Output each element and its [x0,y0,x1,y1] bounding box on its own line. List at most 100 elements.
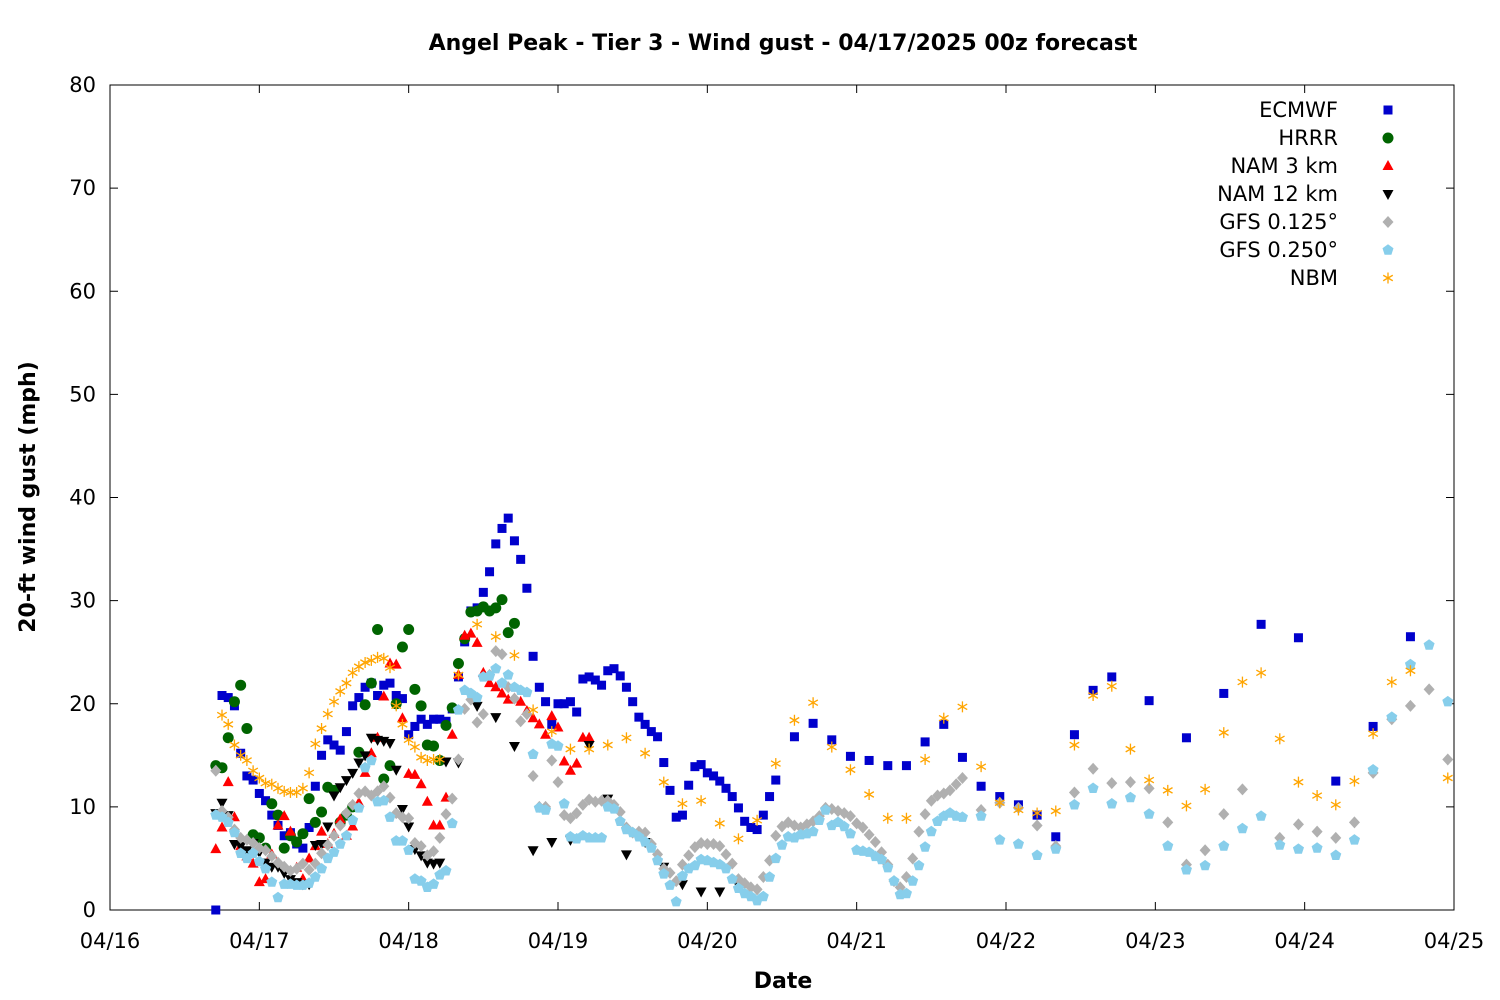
ecmwf-point [248,775,258,785]
gfs-0-250-point [670,896,682,907]
series-ecmwf [211,513,1415,915]
nbm-point [422,754,433,766]
ecmwf-point [348,701,358,711]
nbm-point [384,662,396,674]
nam-3-km-point [465,627,477,638]
ecmwf-point [528,651,538,661]
gfs-0-250-point [328,846,340,857]
x-tick-label: 04/23 [1125,929,1186,953]
gfs-0-250-point [807,825,819,837]
hrrr-point [359,699,371,711]
nam-3-km-point [303,852,315,863]
ecmwf-point [752,825,762,835]
gfs-0-250-point [764,871,776,882]
nbm-point [341,677,352,689]
nbm-point [882,812,893,824]
nbm-point [752,814,763,826]
nbm-point [845,764,856,776]
gfs-0-125-point [919,808,931,821]
gfs-0-250-point [925,825,937,837]
nbm-point [733,833,744,845]
nam-3-km-point [490,681,502,692]
gfs-0-125-point [857,821,869,834]
hrrr-point [452,658,464,670]
gfs-0-125-point [496,648,508,661]
nbm-point [1181,800,1192,812]
gfs-0-250-point [652,854,664,866]
gfs-0-250-point [540,804,552,815]
ecmwf-point [541,697,551,707]
ecmwf-point [211,905,221,915]
nbm-point [1144,774,1155,786]
nam-3-km-point [540,728,552,739]
gfs-0-125-point [950,778,962,791]
gfs-0-250-point [496,677,508,688]
nbm-point [254,772,265,784]
ecmwf-point [429,714,439,724]
y-axis: 0 10 20 30 40 50 60 70 80 [69,73,1454,922]
gfs-0-125-point [913,825,925,838]
gfs-0-125-point [546,754,558,767]
y-tick-label: 30 [69,589,96,613]
nam-3-km-point [421,795,433,806]
nbm-point [310,738,321,750]
nbm-point [248,765,259,777]
gfs-0-250-point [347,814,359,825]
ecmwf-point [491,539,501,549]
nam-12-km-point [359,751,371,762]
nbm-point [304,767,315,779]
nbm-point [938,712,949,724]
nam-3-km-point [533,718,545,729]
ecmwf-point [845,751,855,761]
y-axis-label: 20-ft wind gust (mph) [16,361,41,633]
nbm-point [770,758,781,770]
gfs-0-250-point [316,863,328,874]
x-tick-label: 04/18 [378,929,439,953]
nbm-point [335,685,346,697]
ecmwf-point [939,719,949,729]
ecmwf-point [304,823,314,832]
nam-3-km-point [558,755,570,766]
gfs-0-250-point [260,863,272,874]
ecmwf-point [671,812,681,822]
ecmwf-point [516,554,526,564]
gfs-0-250-point [608,803,620,814]
hrrr-point [415,700,427,712]
nam-3-km-point [415,778,427,789]
nbm-point [826,741,837,753]
ecmwf-point [397,694,407,704]
gfs-0-250-point [1143,808,1155,819]
nam-3-km-point [210,843,222,854]
ecmwf-point [391,691,401,700]
ecmwf-point [677,810,687,820]
ecmwf-point [410,721,420,731]
hrrr-point [428,740,440,752]
ecmwf-point [1051,832,1061,842]
gfs-0-250-point [645,842,657,853]
nbm-point [658,776,669,788]
nbm-point [378,652,389,664]
nam-12-km-point [322,822,334,833]
gfs-0-250-point [309,871,321,882]
gfs-0-125-point [477,708,489,721]
gfs-0-250-point [956,811,968,822]
ecmwf-point [416,714,426,724]
nbm-point [291,786,302,798]
y-tick-label: 10 [69,795,96,819]
nbm-point [1274,733,1285,745]
gfs-0-250-point [770,852,782,864]
x-tick-label: 04/20 [677,929,738,953]
gfs-0-250-point [726,873,738,884]
gfs-0-125-point [956,772,968,784]
gfs-0-250-point [452,704,464,715]
nbm-point [1293,776,1304,788]
nbm-point [1032,807,1043,819]
ecmwf-point [1293,633,1303,643]
gfs-0-250-point [1292,843,1304,854]
ecmwf-point [522,583,532,593]
x-axis: 04/16 04/17 04/18 04/19 04/20 04/21 04/22 04/23… [80,85,1485,953]
ecmwf-point [976,781,986,791]
ecmwf-point [765,792,775,802]
nam-12-km-point [527,846,539,857]
x-tick-label: 04/25 [1424,929,1485,953]
